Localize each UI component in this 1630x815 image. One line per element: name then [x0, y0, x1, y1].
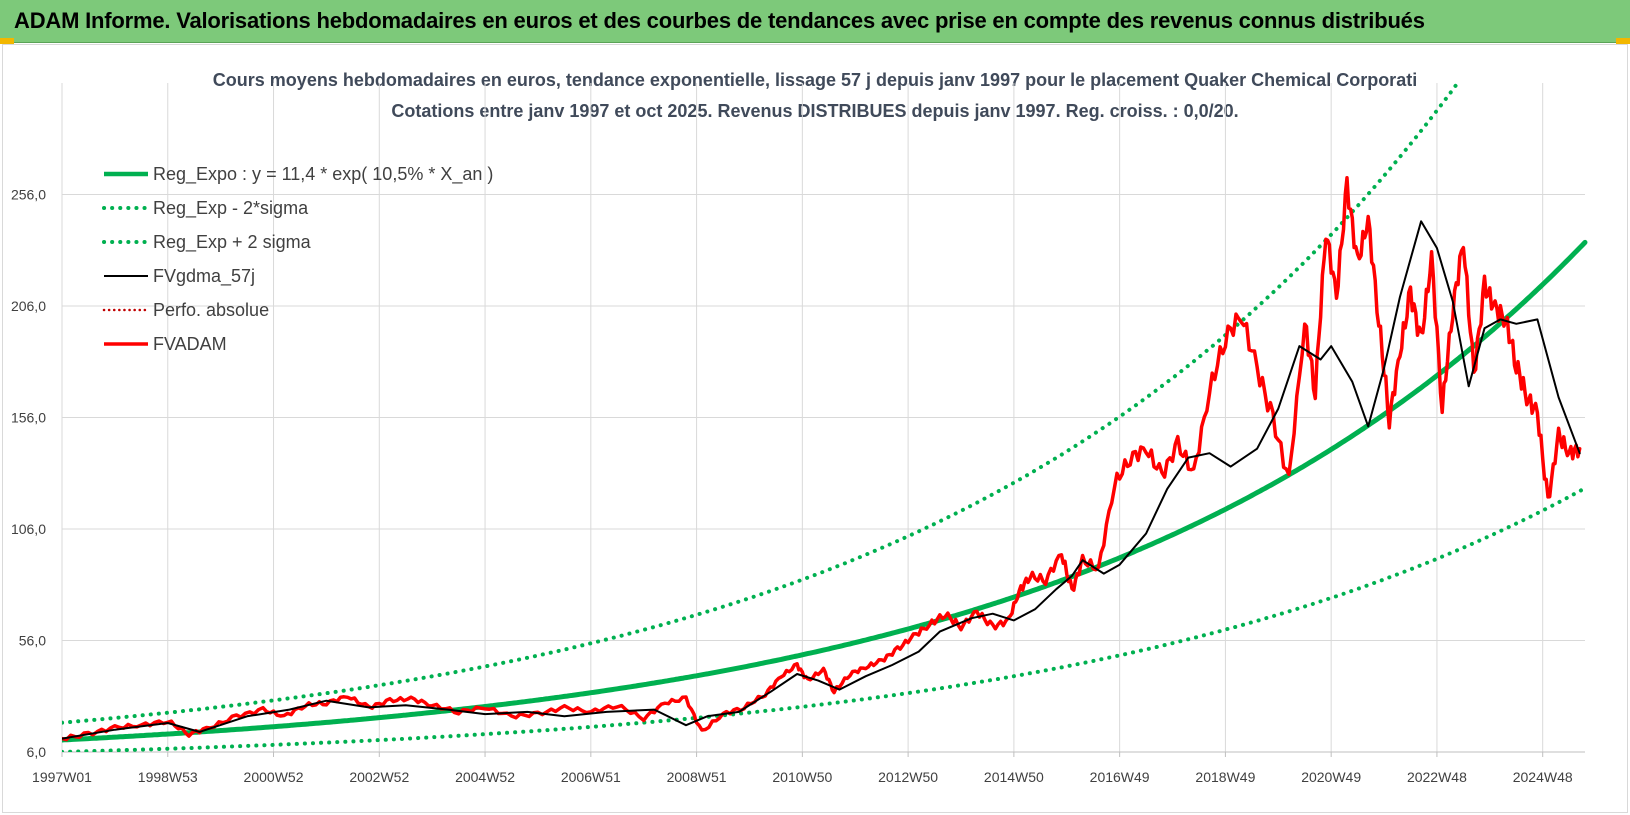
- series-line-5: [62, 176, 1582, 742]
- legend: Reg_Expo : y = 11,4 * exp( 10,5% * X_an …: [102, 164, 493, 354]
- chart-frame: [2, 44, 1628, 813]
- report-title: ADAM Informe. Valorisations hebdomadaire…: [14, 8, 1425, 33]
- series-line-0: [62, 239, 1588, 743]
- grid-lines: [61, 83, 1585, 753]
- x-tick-label: 1998W53: [138, 769, 198, 785]
- legend-label: Reg_Expo : y = 11,4 * exp( 10,5% * X_an …: [153, 164, 493, 185]
- legend-label: Reg_Exp - 2*sigma: [153, 198, 309, 219]
- x-axis: 1997W01 1998W53 2000W52 2002W52 2004W52 2006W…: [32, 751, 1585, 785]
- x-tick-label: 2020W49: [1301, 769, 1361, 785]
- y-tick-label: 206,0: [11, 298, 46, 314]
- x-tick-label: 2016W49: [1090, 769, 1150, 785]
- legend-label: Perfo. absolue: [153, 300, 269, 320]
- x-tick-label: 2012W50: [878, 769, 938, 785]
- x-tick-label: 2002W52: [349, 769, 409, 785]
- x-tick-label: 2014W50: [984, 769, 1044, 785]
- y-tick-label: 6,0: [27, 744, 47, 760]
- series-line-3: [62, 220, 1581, 740]
- chart-subtitle: Cotations entre janv 1997 et oct 2025. R…: [391, 101, 1238, 121]
- chart-title: Cours moyens hebdomadaires en euros, ten…: [213, 70, 1417, 90]
- legend-label: Reg_Exp + 2 sigma: [153, 232, 312, 253]
- x-tick-label: 2006W51: [561, 769, 621, 785]
- x-tick-label: 2018W49: [1195, 769, 1255, 785]
- legend-label: FVADAM: [153, 334, 227, 354]
- report-header: ADAM Informe. Valorisations hebdomadaire…: [0, 0, 1630, 43]
- y-tick-label: 156,0: [11, 410, 46, 426]
- x-tick-label: 2004W52: [455, 769, 515, 785]
- y-tick-label: 256,0: [11, 187, 46, 203]
- series-line-2: [62, 83, 1461, 725]
- x-tick-label: 2008W51: [667, 769, 727, 785]
- corner-marker-right: [1616, 38, 1630, 44]
- legend-label: FVgdma_57j: [153, 266, 255, 287]
- corner-marker-left: [0, 38, 14, 44]
- x-tick-label: 1997W01: [32, 769, 92, 785]
- x-tick-label: 2024W48: [1513, 769, 1573, 785]
- x-tick-label: 2010W50: [772, 769, 832, 785]
- series-line-1: [62, 486, 1587, 752]
- y-tick-label: 106,0: [11, 521, 46, 537]
- x-tick-label: 2022W48: [1407, 769, 1467, 785]
- x-tick-label: 2000W52: [244, 769, 304, 785]
- series-group: [62, 83, 1588, 752]
- y-tick-label: 56,0: [19, 633, 46, 649]
- y-axis: 6,0 56,0 106,0 156,0 206,0 256,0: [11, 187, 46, 761]
